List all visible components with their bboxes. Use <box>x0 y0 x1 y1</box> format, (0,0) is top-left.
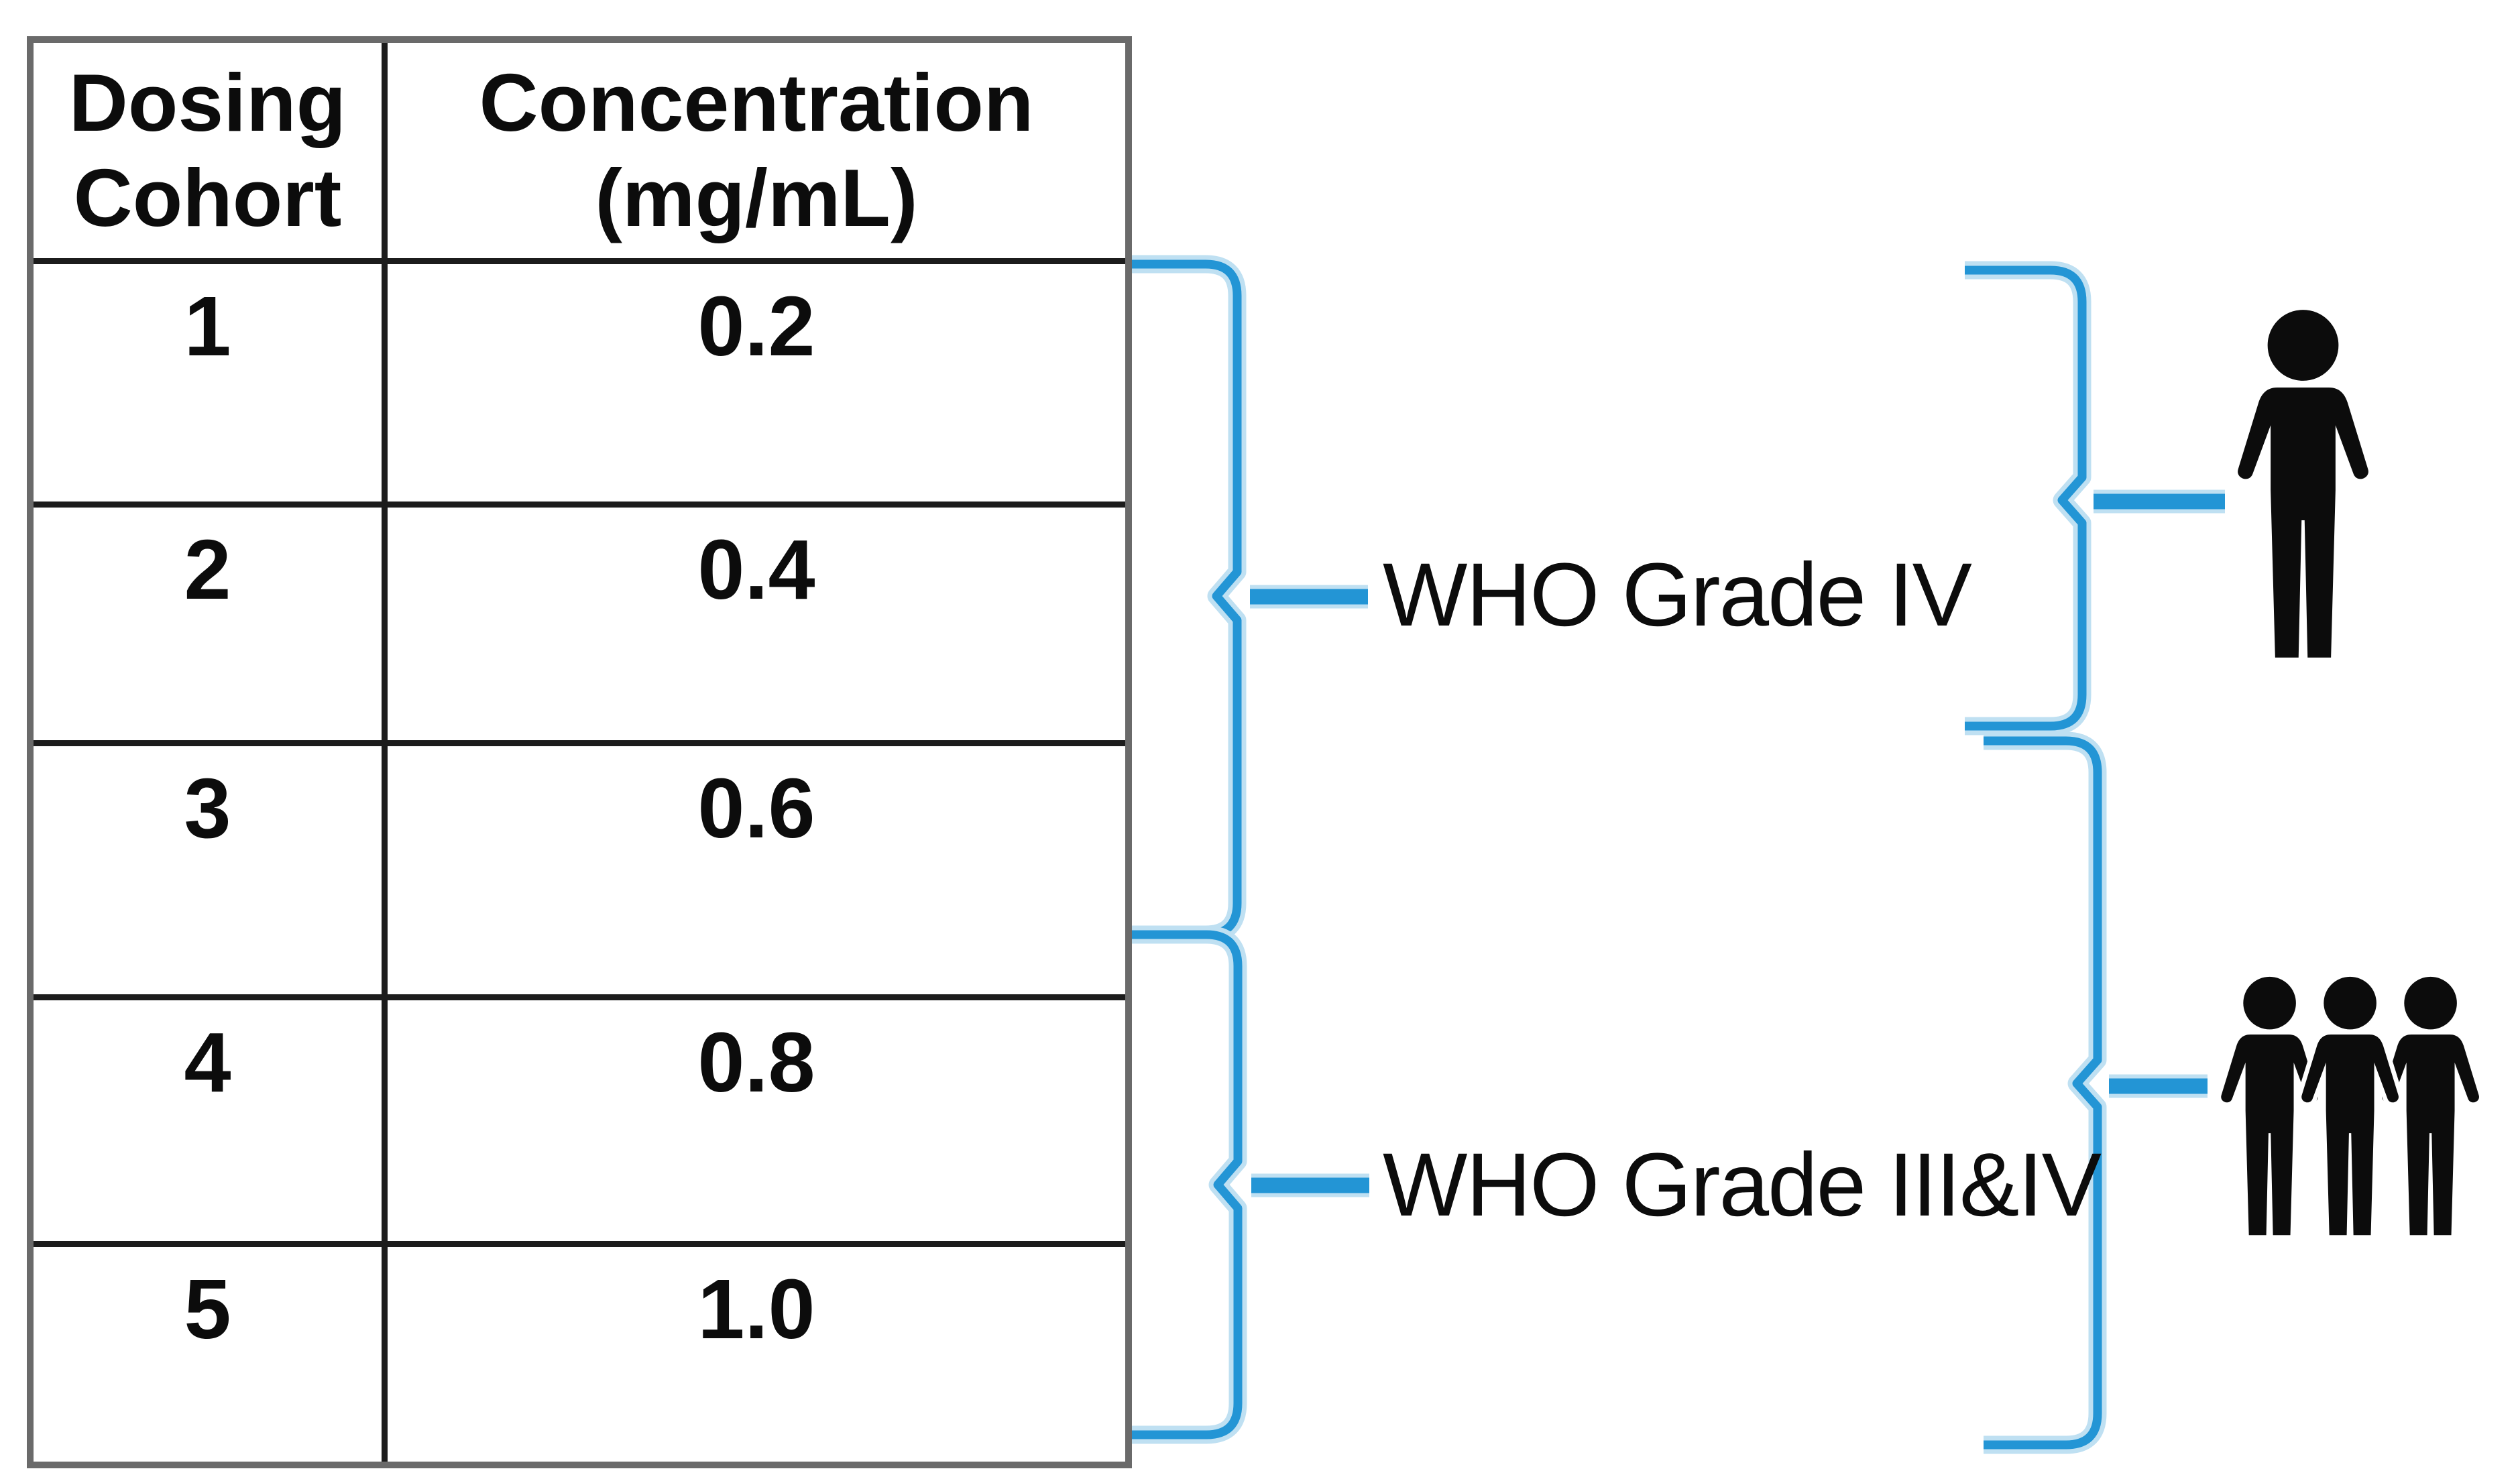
table-cell-cohort-4: 4 <box>34 1000 388 1247</box>
table-header-concentration: Concentration (mg/mL) <box>388 43 1125 264</box>
table-cell-concentration-1: 0.2 <box>388 264 1125 508</box>
table-cell-concentration-3: 0.6 <box>388 746 1125 1000</box>
brace-grade-iii-iv-to-patients <box>1984 741 2098 1445</box>
brace-cohorts-4-5 <box>1132 935 1238 1435</box>
single-person-icon <box>2238 310 2368 658</box>
table-cell-concentration-4: 0.8 <box>388 1000 1125 1247</box>
table-header-dosing-cohort: Dosing Cohort <box>34 43 388 264</box>
table-cell-cohort-5: 5 <box>34 1247 388 1462</box>
dosing-table: Dosing Cohort Concentration (mg/mL) 1 0.… <box>27 36 1132 1468</box>
table-cell-cohort-2: 2 <box>34 508 388 746</box>
three-person-group-icon <box>2221 977 2479 1235</box>
who-grade-iii-iv-label: WHO Grade III&IV <box>1383 1135 2102 1235</box>
table-cell-concentration-2: 0.4 <box>388 508 1125 746</box>
brace-cohorts-1-3 <box>1132 264 1237 935</box>
table-cell-cohort-3: 3 <box>34 746 388 1000</box>
who-grade-iv-label: WHO Grade IV <box>1383 545 1972 645</box>
table-cell-concentration-5: 1.0 <box>697 1262 815 1356</box>
table-cell-cohort-1: 1 <box>34 264 388 508</box>
brace-grade-iv-to-patient <box>1965 270 2082 726</box>
